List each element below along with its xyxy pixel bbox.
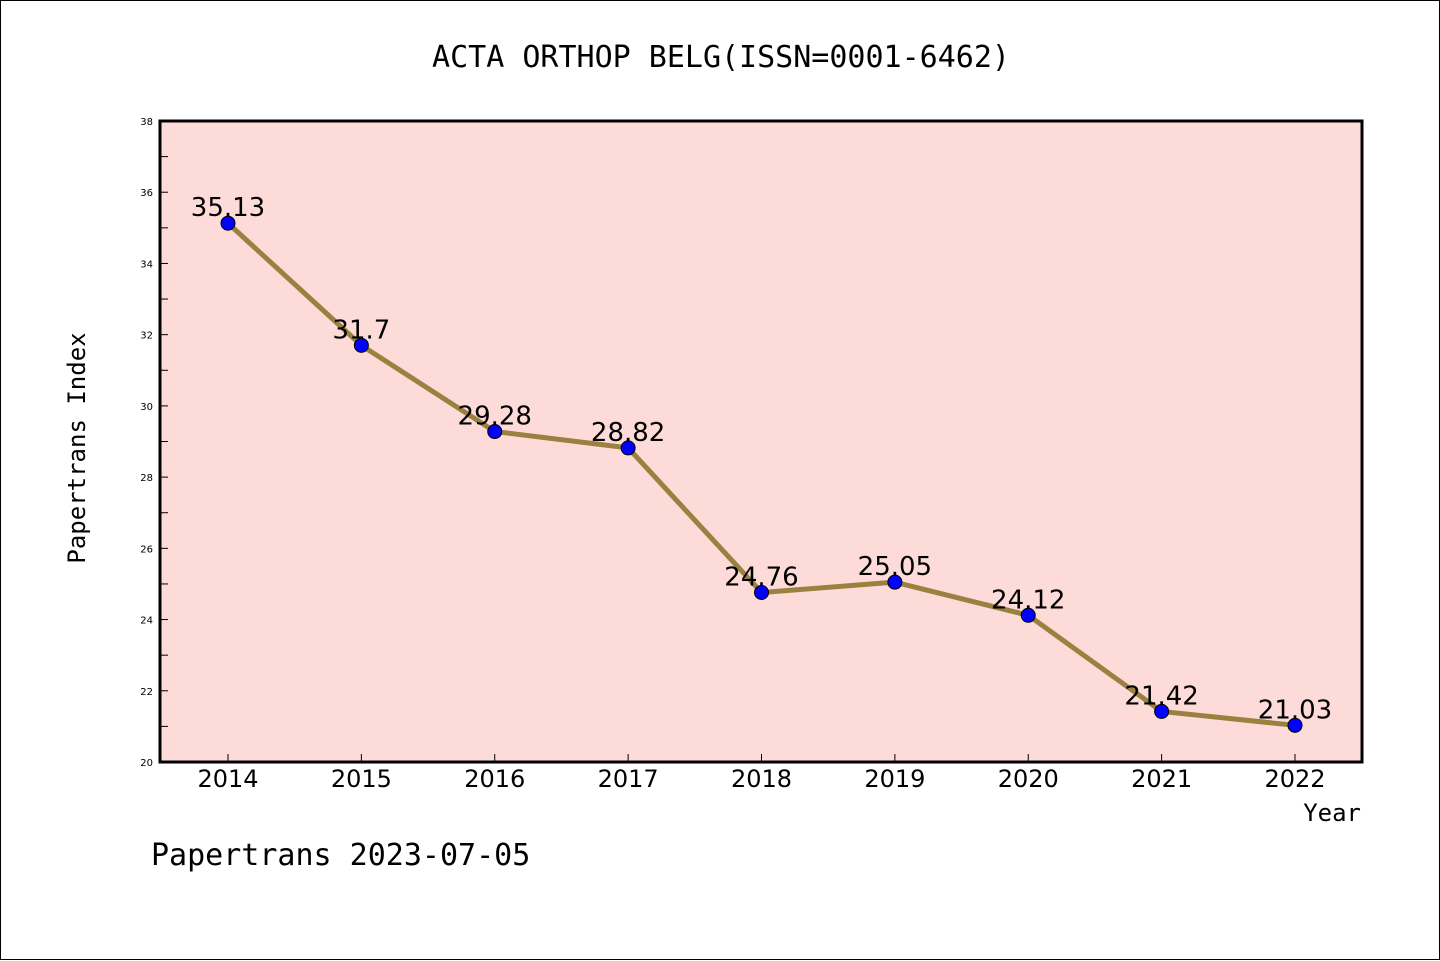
data-point: [220, 215, 236, 231]
data-point: [1020, 607, 1036, 623]
y-tick-label: 36: [140, 188, 153, 199]
data-label: 29.28: [458, 402, 532, 432]
data-point: [620, 440, 636, 456]
data-label: 25.05: [858, 552, 932, 582]
x-tick-label: 2022: [1264, 765, 1325, 793]
x-tick-label: 2019: [864, 765, 925, 793]
data-label: 21.03: [1258, 695, 1332, 725]
x-axis-label: Year: [1303, 799, 1361, 827]
y-tick-label: 24: [140, 616, 153, 627]
y-tick-label: 34: [140, 259, 153, 270]
y-tick-label: 22: [140, 687, 153, 698]
data-label: 21.42: [1124, 681, 1198, 711]
data-point: [1154, 703, 1170, 719]
x-tick-label: 2021: [1131, 765, 1192, 793]
chart-title: ACTA ORTHOP BELG(ISSN=0001-6462): [432, 40, 1010, 75]
data-point: [487, 424, 503, 440]
data-label: 24.12: [991, 585, 1065, 615]
data-point: [1287, 717, 1303, 733]
y-tick-label: 30: [140, 402, 153, 413]
data-label: 24.76: [724, 562, 798, 592]
y-tick-label: 26: [140, 544, 153, 555]
y-tick-label: 28: [140, 473, 153, 484]
plot-area: [158, 119, 1364, 764]
data-label: 35.13: [191, 193, 265, 223]
data-point: [754, 584, 769, 600]
x-axis-ticks: 2014 2015 2016 2017 2018 2019 2020 2021 2022: [197, 754, 1326, 793]
x-tick-label: 2014: [197, 765, 258, 793]
data-labels: 35.13 31.7 29.28 28.82 24.76 25.05 24.12 21.42 2…: [191, 193, 1332, 725]
x-tick-label: 2020: [998, 765, 1059, 793]
y-tick-label: 20: [140, 758, 153, 769]
data-point: [887, 574, 903, 590]
y-tick-label: 32: [140, 331, 153, 342]
series-line: [220, 215, 1303, 733]
y-axis-ticks: 20 22 24 26 28 30 32 34 36 38: [140, 117, 168, 769]
y-axis-label: Papertrans Index: [63, 332, 91, 563]
x-tick-label: 2018: [731, 765, 792, 793]
x-tick-label: 2015: [331, 765, 392, 793]
x-tick-label: 2016: [464, 765, 525, 793]
data-label: 31.7: [332, 315, 390, 345]
data-label: 28.82: [591, 418, 665, 448]
data-point: [353, 337, 369, 353]
x-tick-label: 2017: [598, 765, 659, 793]
y-tick-label: 38: [140, 117, 153, 128]
footer-text: Papertrans 2023-07-05: [151, 838, 530, 873]
